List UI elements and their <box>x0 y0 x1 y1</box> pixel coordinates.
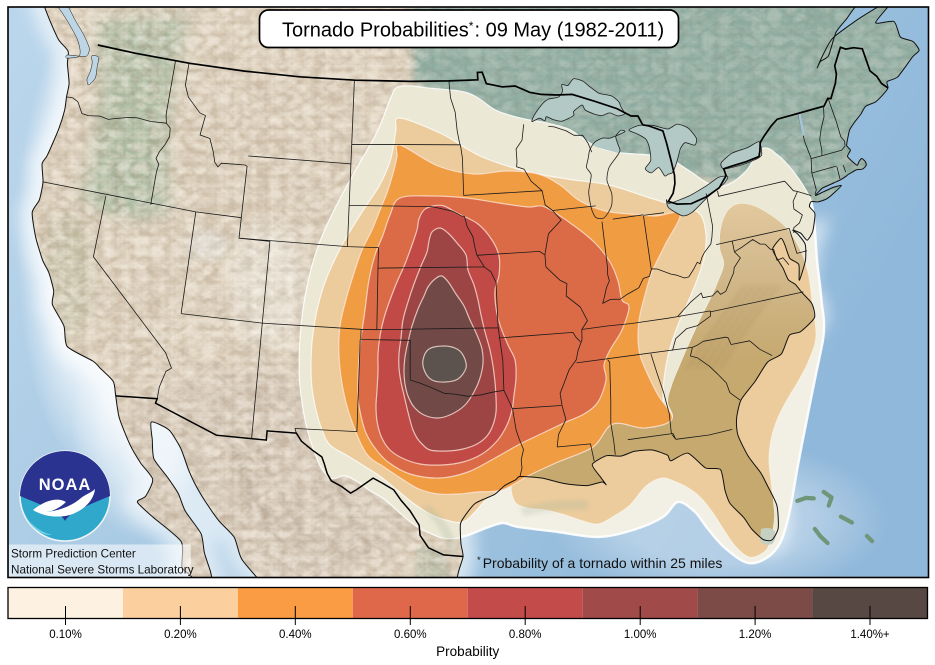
svg-text:*Probability of a tornado with: * Probability of a tornado within 25 mile… <box>477 555 722 571</box>
svg-text:0.20%: 0.20% <box>164 629 197 641</box>
svg-text:National Severe Storms Laborat: National Severe Storms Laboratory <box>11 564 194 577</box>
svg-text:0.80%: 0.80% <box>509 629 542 641</box>
svg-text:1.20%: 1.20% <box>739 629 772 641</box>
svg-text:0.10%: 0.10% <box>49 629 82 641</box>
svg-text:NOAA: NOAA <box>39 476 92 494</box>
svg-text:0.40%: 0.40% <box>279 629 312 641</box>
svg-text:0.60%: 0.60% <box>394 629 427 641</box>
svg-text:Probability: Probability <box>436 644 499 659</box>
svg-text:Storm Prediction Center: Storm Prediction Center <box>11 548 136 561</box>
svg-text:1.40%+: 1.40%+ <box>850 629 890 641</box>
svg-text:1.00%: 1.00% <box>624 629 657 641</box>
svg-text:Tornado Probabilities*: 09 May: Tornado Probabilities*: 09 May (1982-201… <box>282 19 664 42</box>
